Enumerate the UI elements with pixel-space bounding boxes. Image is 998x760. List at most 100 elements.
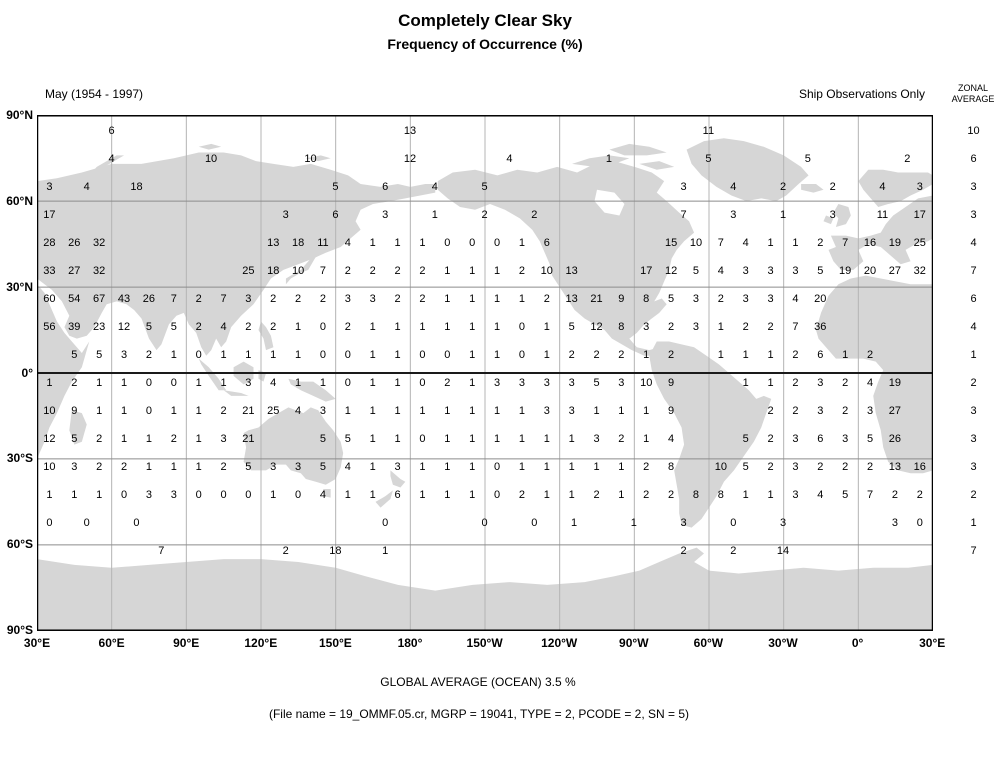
map-value-cell: 2 <box>71 377 78 389</box>
map-value-cell: 5 <box>804 153 811 165</box>
map-value-cell: 5 <box>145 321 152 333</box>
map-value-cell: 1 <box>419 321 426 333</box>
map-value-cell: 2 <box>170 433 177 445</box>
map-value-cell: 10 <box>304 153 317 165</box>
landmass <box>223 390 249 396</box>
map-value-cell: 1 <box>767 237 774 249</box>
map-value-cell: 27 <box>888 265 902 277</box>
map-value-cell: 9 <box>668 377 675 389</box>
map-value-cell: 1 <box>394 433 401 445</box>
map-value-cell: 3 <box>792 265 799 277</box>
map-value-cell: 33 <box>43 265 56 277</box>
map-value-cell: 6 <box>332 209 339 221</box>
map-value-cell: 3 <box>543 377 550 389</box>
map-value-cell: 6 <box>108 125 115 137</box>
period-label: May (1954 - 1997) <box>45 87 144 101</box>
landmass <box>649 341 772 528</box>
map-value-cell: 0 <box>444 349 451 361</box>
map-value-cell: 2 <box>593 349 600 361</box>
map-value-cell: 1 <box>270 349 277 361</box>
map-value-cell: 18 <box>267 265 280 277</box>
map-value-cell: 2 <box>618 349 625 361</box>
zonal-average-value: 1 <box>970 349 977 361</box>
map-value-cell: 0 <box>295 489 302 501</box>
map-value-cell: 4 <box>431 181 438 193</box>
map-value-cell: 27 <box>888 405 902 417</box>
map-value-cell: 2 <box>344 265 351 277</box>
map-value-cell: 26 <box>888 433 902 445</box>
map-value-cell: 1 <box>518 461 525 473</box>
map-value-cell: 9 <box>668 405 675 417</box>
map-value-cell: 5 <box>319 433 327 445</box>
map-value-cell: 2 <box>904 153 911 165</box>
map-value-cell: 1 <box>46 489 53 501</box>
map-value-cell: 1 <box>469 461 476 473</box>
map-value-cell: 1 <box>518 293 525 305</box>
y-axis-tick-label: 90°S <box>6 623 33 637</box>
map-value-cell: 1 <box>220 349 227 361</box>
map-value-cell: 18 <box>291 237 305 249</box>
map-value-cell: 3 <box>829 209 836 221</box>
zonal-average-value: 7 <box>970 265 977 277</box>
map-value-cell: 2 <box>643 461 650 473</box>
map-value-cell: 10 <box>204 153 218 165</box>
x-axis-tick-label: 150°W <box>466 636 503 650</box>
map-value-cell: 3 <box>817 405 824 417</box>
map-value-cell: 3 <box>295 461 302 473</box>
landmass <box>572 155 630 167</box>
map-value-cell: 1 <box>295 377 302 389</box>
map-value-cell: 3 <box>792 461 799 473</box>
map-value-cell: 6 <box>543 237 550 249</box>
map-value-cell: 1 <box>469 489 476 501</box>
map-value-cell: 1 <box>369 433 376 445</box>
landmass <box>198 358 227 391</box>
map-value-cell: 1 <box>742 377 749 389</box>
map-value-cell: 2 <box>195 293 202 305</box>
landmass <box>858 169 933 207</box>
map-value-cell: 1 <box>120 405 128 417</box>
map-value-cell: 54 <box>68 293 81 305</box>
map-value-cell: 1 <box>120 377 128 389</box>
landmass <box>313 218 321 242</box>
map-value-cell: 1 <box>419 461 426 473</box>
map-value-cell: 10 <box>43 461 56 473</box>
map-value-cell: 19 <box>888 237 902 249</box>
landmass <box>639 161 675 170</box>
map-value-cell: 3 <box>245 377 252 389</box>
map-value-cell: 1 <box>444 489 451 501</box>
map-value-cell: 2 <box>668 349 675 361</box>
map-value-cell: 0 <box>145 405 152 417</box>
map-value-cell: 3 <box>282 209 289 221</box>
landmass <box>243 407 344 485</box>
map-value-cell: 2 <box>444 377 451 389</box>
map-value-cell: 1 <box>643 433 650 445</box>
map-value-cell: 4 <box>295 405 302 417</box>
world-map <box>37 115 933 631</box>
landmass <box>390 470 406 488</box>
map-value-cell: 3 <box>518 377 525 389</box>
map-value-cell: 1 <box>518 405 525 417</box>
zonal-average-value: 3 <box>970 405 977 417</box>
map-value-cell: 0 <box>493 237 501 249</box>
map-value-cell: 1 <box>419 489 426 501</box>
landmass <box>198 143 222 150</box>
map-value-cell: 1 <box>195 461 202 473</box>
map-value-cell: 3 <box>916 181 923 193</box>
x-axis-tick-label: 60°W <box>693 636 724 650</box>
map-value-cell: 1 <box>344 405 351 417</box>
landmass <box>69 410 87 445</box>
map-value-cell: 4 <box>319 489 327 501</box>
map-value-cell: 0 <box>245 489 252 501</box>
map-value-cell: 4 <box>108 153 115 165</box>
map-value-cell: 8 <box>643 293 650 305</box>
map-value-cell: 1 <box>394 405 401 417</box>
map-value-cell: 1 <box>469 293 476 305</box>
map-value-cell: 2 <box>792 349 799 361</box>
zonal-average-value: 3 <box>970 181 977 193</box>
map-value-cell: 0 <box>481 517 488 529</box>
map-value-cell: 1 <box>742 489 749 501</box>
map-value-cell: 2 <box>245 321 252 333</box>
map-value-cell: 3 <box>779 517 787 529</box>
chart-subtitle: Frequency of Occurrence (%) <box>387 36 583 52</box>
map-value-cell: 4 <box>668 433 675 445</box>
